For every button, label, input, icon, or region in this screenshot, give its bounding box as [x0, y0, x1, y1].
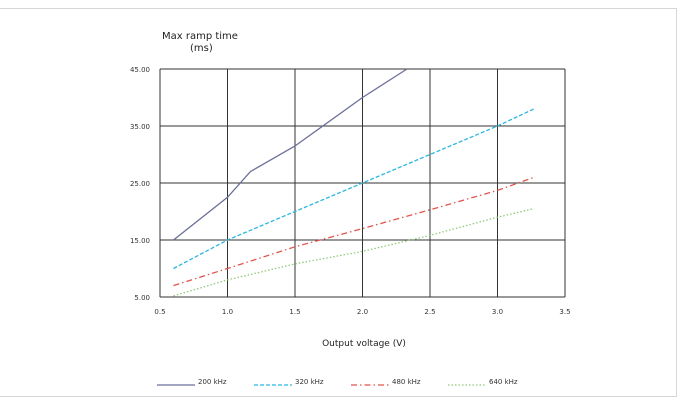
legend-label: 640 kHz: [489, 378, 518, 386]
x-tick-label: 2.0: [357, 308, 368, 316]
x-tick-label: 1.5: [289, 308, 300, 316]
series-line-640-khz: [173, 207, 535, 297]
y-axis-unit: (ms): [190, 43, 213, 54]
y-tick-label: 35.00: [130, 123, 150, 131]
legend-label: 480 kHz: [392, 378, 421, 386]
line-chart: 0.5 1.0 1.5 2.0 2.5 3.0 3.5 5.00 15.00 25.00 35.00…: [130, 31, 571, 386]
series-line-200-khz: [173, 68, 408, 241]
series-group: [173, 68, 535, 297]
x-tick-label: 2.5: [424, 308, 435, 316]
y-tick-label: 5.00: [134, 294, 150, 302]
x-tick-label: 1.0: [222, 308, 233, 316]
x-tick-label: 0.5: [154, 308, 165, 316]
chart-frame: 0.5 1.0 1.5 2.0 2.5 3.0 3.5 5.00 15.00 25.00 35.00…: [0, 8, 677, 397]
y-tick-label: 25.00: [130, 180, 150, 188]
chart-title: Max ramp time: [162, 31, 238, 42]
x-tick-label: 3.5: [559, 308, 570, 316]
legend-label: 200 kHz: [198, 378, 227, 386]
series-line-320-khz: [173, 108, 535, 270]
grid: [159, 68, 566, 298]
tick-labels: 0.5 1.0 1.5 2.0 2.5 3.0 3.5 5.00 15.00 25.00 35.00…: [130, 66, 571, 316]
legend-label: 320 kHz: [295, 378, 324, 386]
series-line-480-khz: [173, 176, 535, 287]
x-tick-label: 3.0: [492, 308, 503, 316]
y-tick-label: 15.00: [130, 237, 150, 245]
y-tick-label: 45.00: [130, 66, 150, 74]
x-axis-title: Output voltage (V): [322, 339, 406, 349]
legend: 200 kHz 320 kHz 480 kHz 640 kHz: [157, 378, 518, 386]
